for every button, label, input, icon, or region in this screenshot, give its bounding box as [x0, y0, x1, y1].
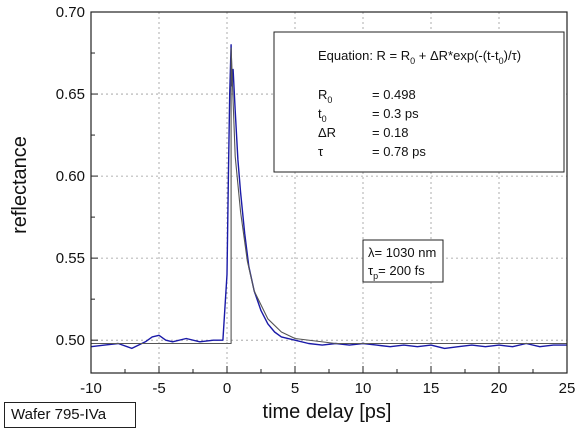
y-tick-label: 0.65 — [56, 86, 85, 103]
x-tick-label: -10 — [80, 380, 102, 397]
x-tick-label: 5 — [291, 380, 299, 397]
sample-label: Wafer 795-IVa — [4, 402, 136, 428]
x-tick-label: 10 — [355, 380, 372, 397]
x-axis-title: time delay [ps] — [263, 401, 392, 423]
param-t0-value: = 0.3 ps — [372, 106, 419, 121]
fit-curve — [91, 47, 567, 345]
series-layer — [90, 44, 567, 350]
param-tau-value: = 0.78 ps — [372, 144, 426, 159]
x-tick-label: 20 — [491, 380, 508, 397]
y-tick-label: 0.55 — [56, 250, 85, 267]
laser-pulse-width: τp= 200 fs — [368, 263, 425, 281]
equation-box: Equation: R = R0 + ΔR*exp(-(t-t0)/τ) R0 … — [273, 31, 565, 173]
y-tick-label: 0.50 — [56, 332, 85, 349]
x-tick-label: 25 — [559, 380, 576, 397]
x-tick-label: 15 — [423, 380, 440, 397]
measured-curve — [90, 44, 567, 350]
param-tau-label: τ — [318, 144, 324, 159]
equation-text: Equation: R = R0 + ΔR*exp(-(t-t0)/τ) — [318, 48, 521, 66]
param-r0-value: = 0.498 — [372, 87, 416, 102]
param-r0-label: R0 — [318, 87, 332, 105]
param-dr-value: = 0.18 — [372, 125, 409, 140]
param-t0-label: t0 — [318, 106, 327, 124]
laser-box: λ= 1030 nm τp= 200 fs — [362, 239, 444, 283]
x-tick-labels: -10 -5 0 5 10 15 20 25 — [80, 380, 575, 397]
y-tick-label: 0.60 — [56, 168, 85, 185]
y-axis-title: reflectance — [9, 136, 31, 234]
x-tick-label: 0 — [223, 380, 231, 397]
ticks — [90, 11, 568, 373]
laser-wavelength: λ= 1030 nm — [368, 245, 436, 260]
y-tick-labels: 0.50 0.55 0.60 0.65 0.70 — [56, 4, 85, 349]
y-tick-label: 0.70 — [56, 4, 85, 21]
x-tick-label: -5 — [152, 380, 165, 397]
param-dr-label: ΔR — [318, 125, 336, 140]
